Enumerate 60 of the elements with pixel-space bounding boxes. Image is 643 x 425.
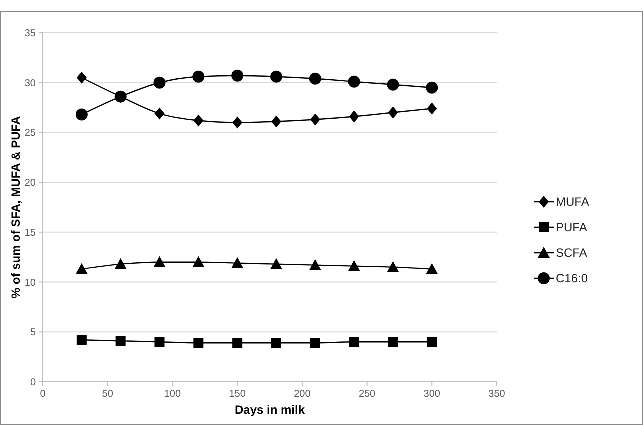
point — [348, 76, 360, 88]
point — [232, 257, 244, 268]
point — [232, 338, 243, 348]
point — [194, 114, 204, 127]
point — [192, 70, 205, 83]
point — [427, 102, 438, 115]
point — [154, 337, 165, 348]
point — [349, 337, 360, 348]
y-tick-label: 35 — [24, 28, 36, 40]
x-tick-label: 200 — [294, 389, 312, 400]
y-tick-label: 15 — [24, 228, 36, 239]
y-tick-label: 10 — [24, 278, 36, 289]
point — [310, 114, 320, 126]
point — [154, 256, 166, 268]
point — [116, 336, 126, 346]
x-tick-label: 300 — [424, 389, 441, 400]
point — [349, 110, 360, 123]
x-axis-title: Days in milk — [234, 403, 306, 417]
legend-label: MUFA — [556, 195, 590, 210]
legend-label: SCFA — [556, 246, 588, 260]
x-tick-label: 50 — [102, 389, 114, 400]
y-tick-label: 25 — [24, 128, 36, 140]
point — [309, 259, 322, 270]
point — [114, 258, 127, 270]
point — [387, 78, 400, 91]
point — [310, 338, 320, 348]
y-axis-title: % of sum of SFA, MUFA & PUFA — [9, 116, 23, 299]
x-tick-label: 350 — [488, 389, 506, 400]
y-tick-label: 5 — [30, 328, 36, 339]
point — [348, 260, 360, 272]
legend-label: PUFA — [556, 220, 588, 235]
x-tick-label: 250 — [358, 389, 376, 400]
point — [426, 82, 438, 94]
y-tick-label: 0 — [30, 378, 36, 388]
point — [154, 108, 165, 120]
x-tick-label: 0 — [40, 389, 46, 400]
point — [271, 116, 282, 128]
x-tick-label: 100 — [164, 389, 182, 400]
point — [427, 337, 438, 348]
point — [194, 338, 204, 348]
point — [192, 256, 205, 268]
legend-label: C16:0 — [556, 272, 588, 286]
point — [232, 116, 243, 129]
point — [426, 263, 438, 274]
point — [309, 72, 322, 85]
point — [76, 72, 87, 84]
point — [387, 261, 400, 272]
point — [154, 76, 166, 89]
point — [270, 70, 282, 83]
point — [388, 337, 398, 348]
point — [232, 70, 244, 82]
point — [76, 263, 88, 274]
point — [76, 108, 88, 121]
y-tick-label: 20 — [24, 178, 36, 190]
point — [270, 258, 282, 270]
point — [76, 335, 87, 346]
point — [271, 338, 282, 348]
y-tick-label: 30 — [24, 78, 36, 90]
x-tick-label: 150 — [229, 389, 246, 400]
point — [388, 106, 398, 119]
